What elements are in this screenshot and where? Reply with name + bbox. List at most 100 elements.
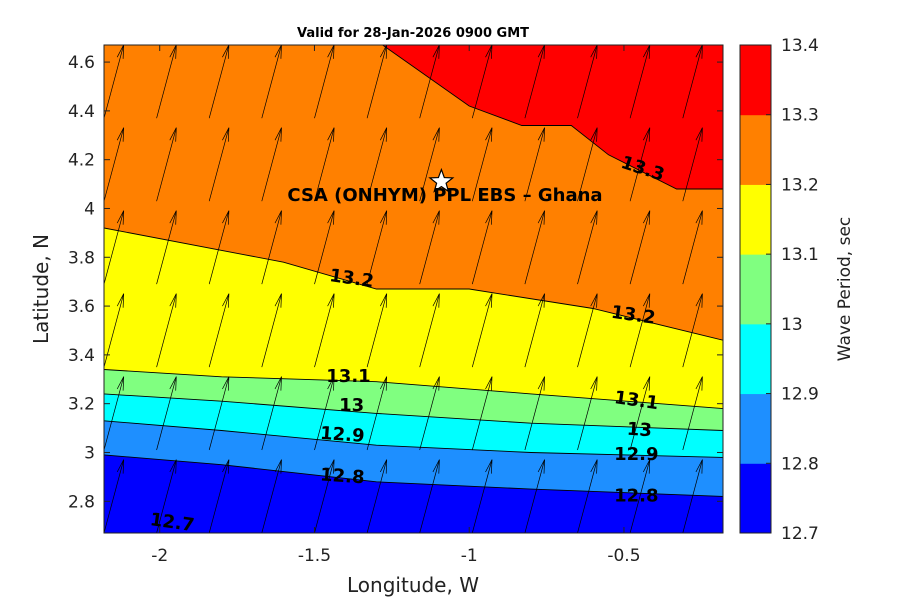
direction-arrow xyxy=(419,45,440,119)
direction-arrow xyxy=(629,293,651,368)
colorbar: 12.7 12.8 12.9 13 13.1 13.2 13.3 13.4 xyxy=(739,36,819,544)
contour-label-13: 13 xyxy=(339,395,364,416)
direction-arrow xyxy=(471,210,493,285)
y-tick-label: 4.6 xyxy=(68,53,95,73)
direction-arrow xyxy=(577,459,598,533)
direction-arrow xyxy=(629,459,651,533)
direction-arrow xyxy=(366,293,388,368)
direction-arrow xyxy=(524,127,545,202)
direction-arrow xyxy=(577,376,598,451)
y-tick-label: 3.8 xyxy=(68,248,95,268)
colorbar-label: Wave Period, sec xyxy=(835,217,855,362)
y-tick-label: 3.4 xyxy=(68,346,95,366)
direction-arrow xyxy=(104,376,125,451)
direction-arrow xyxy=(314,376,335,451)
y-axis-label: Latitude, N xyxy=(29,234,53,344)
direction-arrow xyxy=(366,210,388,285)
plot-frame xyxy=(103,44,724,534)
direction-arrow xyxy=(208,459,230,533)
direction-arrow xyxy=(682,127,703,202)
direction-arrow xyxy=(366,45,388,119)
direction-arrow xyxy=(366,459,388,533)
colorbar-tick-label: 13.4 xyxy=(781,36,819,56)
contour-line-12-8 xyxy=(104,454,723,497)
colorbar-segment-13-1 xyxy=(740,184,771,255)
site-star-icon xyxy=(428,167,455,193)
x-axis-ticks: -2 -1.5 -1 -0.5 xyxy=(151,45,641,566)
x-tick-label: -2 xyxy=(151,546,168,566)
direction-arrow xyxy=(682,45,703,119)
y-tick-label: 4.2 xyxy=(68,151,95,171)
direction-arrow xyxy=(577,210,598,285)
direction-arrow xyxy=(208,293,230,368)
direction-arrow xyxy=(261,376,282,451)
direction-arrow xyxy=(261,293,282,368)
direction-arrow xyxy=(261,127,282,202)
contour-line-13-1 xyxy=(104,369,723,410)
direction-arrow xyxy=(524,376,545,451)
colorbar-frame xyxy=(739,44,772,534)
direction-arrow xyxy=(156,210,177,285)
x-tick-label: -1 xyxy=(461,546,478,566)
contour-label-13: 13 xyxy=(626,419,652,442)
direction-arrow xyxy=(208,376,230,451)
direction-arrow xyxy=(104,210,125,285)
direction-arrow xyxy=(261,459,282,533)
contour-label-12-8: 12.8 xyxy=(319,464,365,488)
x-tick-label: -0.5 xyxy=(607,546,640,566)
direction-arrow xyxy=(577,45,598,119)
direction-arrow xyxy=(314,45,335,119)
direction-arrow xyxy=(419,293,440,368)
colorbar-segment-12-8 xyxy=(740,393,771,464)
y-tick-label: 2.8 xyxy=(68,492,95,512)
contour-fills xyxy=(104,45,723,533)
y-tick-label: 4 xyxy=(84,199,95,219)
site-label: CSA (ONHYM) PPL EBS – Ghana xyxy=(287,185,602,206)
colorbar-tick-label: 13.1 xyxy=(781,245,819,265)
direction-arrow xyxy=(156,459,177,533)
direction-arrow xyxy=(208,127,230,202)
direction-arrow xyxy=(577,127,598,202)
direction-arrow xyxy=(314,127,335,202)
direction-arrow xyxy=(156,127,177,202)
direction-arrow xyxy=(419,459,440,533)
direction-arrow xyxy=(629,210,651,285)
colorbar-tick-label: 12.9 xyxy=(781,385,819,405)
direction-arrow xyxy=(682,210,703,285)
direction-arrow xyxy=(471,376,493,451)
x-tick-label: -1.5 xyxy=(298,546,331,566)
contour-plot-area xyxy=(104,45,723,533)
site-marker: CSA (ONHYM) PPL EBS – Ghana xyxy=(287,167,603,206)
direction-arrow xyxy=(524,459,545,533)
contour-label-13-1: 13.1 xyxy=(326,366,370,387)
direction-arrow xyxy=(156,45,177,119)
direction-arrow xyxy=(682,376,703,451)
direction-arrow xyxy=(629,45,651,119)
y-tick-label: 3 xyxy=(84,443,95,463)
contour-lines xyxy=(104,45,723,497)
direction-arrow xyxy=(471,45,493,119)
direction-arrow xyxy=(682,293,703,368)
contour-label-12-8: 12.8 xyxy=(614,485,658,506)
direction-arrow xyxy=(104,459,125,533)
colorbar-segment-12-9 xyxy=(740,323,771,395)
colorbar-tick-label: 13.2 xyxy=(781,175,819,195)
direction-arrow xyxy=(419,210,440,285)
contour-line-13-3 xyxy=(382,45,723,190)
direction-arrow xyxy=(104,127,125,202)
direction-arrow xyxy=(261,45,282,119)
direction-arrow xyxy=(577,293,598,368)
direction-arrow xyxy=(261,210,282,285)
direction-arrow xyxy=(471,293,493,368)
band-fill-13-3 xyxy=(382,45,723,189)
colorbar-tick-label: 13.3 xyxy=(781,106,819,126)
colorbar-tick-label: 13 xyxy=(781,315,803,335)
direction-arrow xyxy=(314,210,335,285)
direction-arrow xyxy=(419,127,440,202)
direction-arrow xyxy=(524,293,545,368)
colorbar-segment-12-7 xyxy=(740,463,771,534)
direction-arrow xyxy=(156,376,177,451)
contour-line-13-2 xyxy=(104,227,723,341)
direction-arrow xyxy=(419,376,440,451)
